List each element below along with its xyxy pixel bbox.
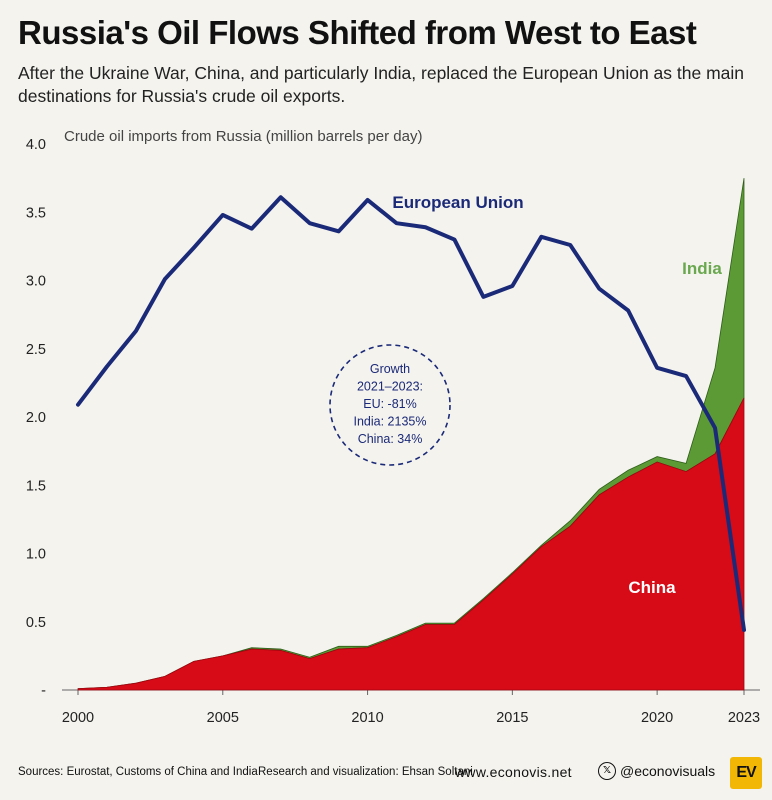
x-tick-label: 2020 [641,710,673,726]
growth-annotation-line: 2021–2023: [357,380,423,394]
china-area [77,397,745,691]
eu-line [76,195,746,632]
x-tick-label: 2023 [728,710,760,726]
y-axis-label: Crude oil imports from Russia (million b… [64,128,422,145]
growth-annotation-line: India: 2135% [354,415,427,429]
footer-sources: Sources: Eurostat, Customs of China and … [18,766,258,778]
india-series-label: India [682,259,722,278]
china-series-label: China [628,578,676,597]
growth-annotation-line: China: 34% [358,432,423,446]
eu-series-label: European Union [392,193,523,212]
y-tick-label: 0.5 [26,615,46,631]
y-tick-label: 1.5 [26,478,46,494]
x-twitter-icon: 𝕏 [598,762,616,780]
y-tick-label: 3.0 [26,274,46,290]
growth-annotation-line: Growth [370,362,410,376]
x-tick-label: 2000 [62,710,94,726]
growth-annotation-circle [329,344,451,466]
y-tick-label: 4.0 [26,137,46,153]
chart-subtitle: After the Ukraine War, China, and partic… [18,63,745,106]
y-tick-label: 1.0 [26,547,46,563]
y-tick-label: 2.0 [26,410,46,426]
footer-website[interactable]: www.econovis.net [455,764,572,780]
footer-handle-text: @econovisuals [620,763,716,779]
x-tick-label: 2015 [496,710,528,726]
growth-annotation-line: EU: -81% [363,397,417,411]
footer-handle[interactable]: 𝕏 @econovisuals [598,762,715,780]
y-tick-label: - [41,683,46,699]
x-tick-label: 2005 [207,710,239,726]
footer-credit: Research and visualization: Ehsan Soltan… [258,766,473,778]
x-tick-label: 2010 [351,710,383,726]
y-tick-label: 3.5 [26,205,46,221]
econovis-logo: EV [730,757,762,789]
y-tick-label: 2.5 [26,342,46,358]
chart-title: Russia's Oil Flows Shifted from West to … [18,14,697,51]
